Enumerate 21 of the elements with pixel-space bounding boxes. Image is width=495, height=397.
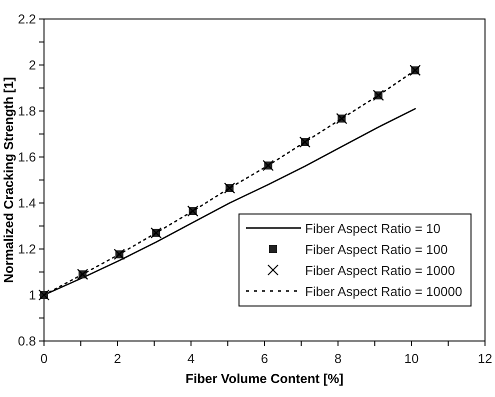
x-tick-label: 8 (334, 351, 342, 366)
x-tick-label: 0 (40, 351, 48, 366)
y-tick-label: 2.2 (18, 12, 36, 26)
legend-label: Fiber Aspect Ratio = 100 (305, 242, 448, 257)
x-tick-label: 2 (114, 351, 122, 366)
x-tick-label: 4 (187, 351, 195, 366)
legend-label: Fiber Aspect Ratio = 1000 (305, 263, 455, 278)
legend-label: Fiber Aspect Ratio = 10 (305, 221, 440, 236)
y-tick-label: 1.8 (18, 104, 36, 118)
y-tick-label: 0.8 (18, 334, 36, 348)
y-tick-label: 1.4 (18, 196, 36, 210)
x-tick-label: 10 (404, 351, 419, 366)
y-axis-title: Normalized Cracking Strength [1] (1, 77, 16, 283)
x-tick-label: 12 (478, 351, 492, 366)
y-tick-label: 1.2 (18, 242, 36, 256)
y-tick-label: 1.6 (18, 150, 36, 164)
y-tick-label: 1 (28, 288, 36, 302)
x-tick-label: 6 (260, 351, 268, 366)
y-tick-label: 2 (28, 58, 36, 72)
legend-label: Fiber Aspect Ratio = 10000 (305, 284, 462, 299)
x-axis-title: Fiber Volume Content [%] (186, 371, 344, 386)
